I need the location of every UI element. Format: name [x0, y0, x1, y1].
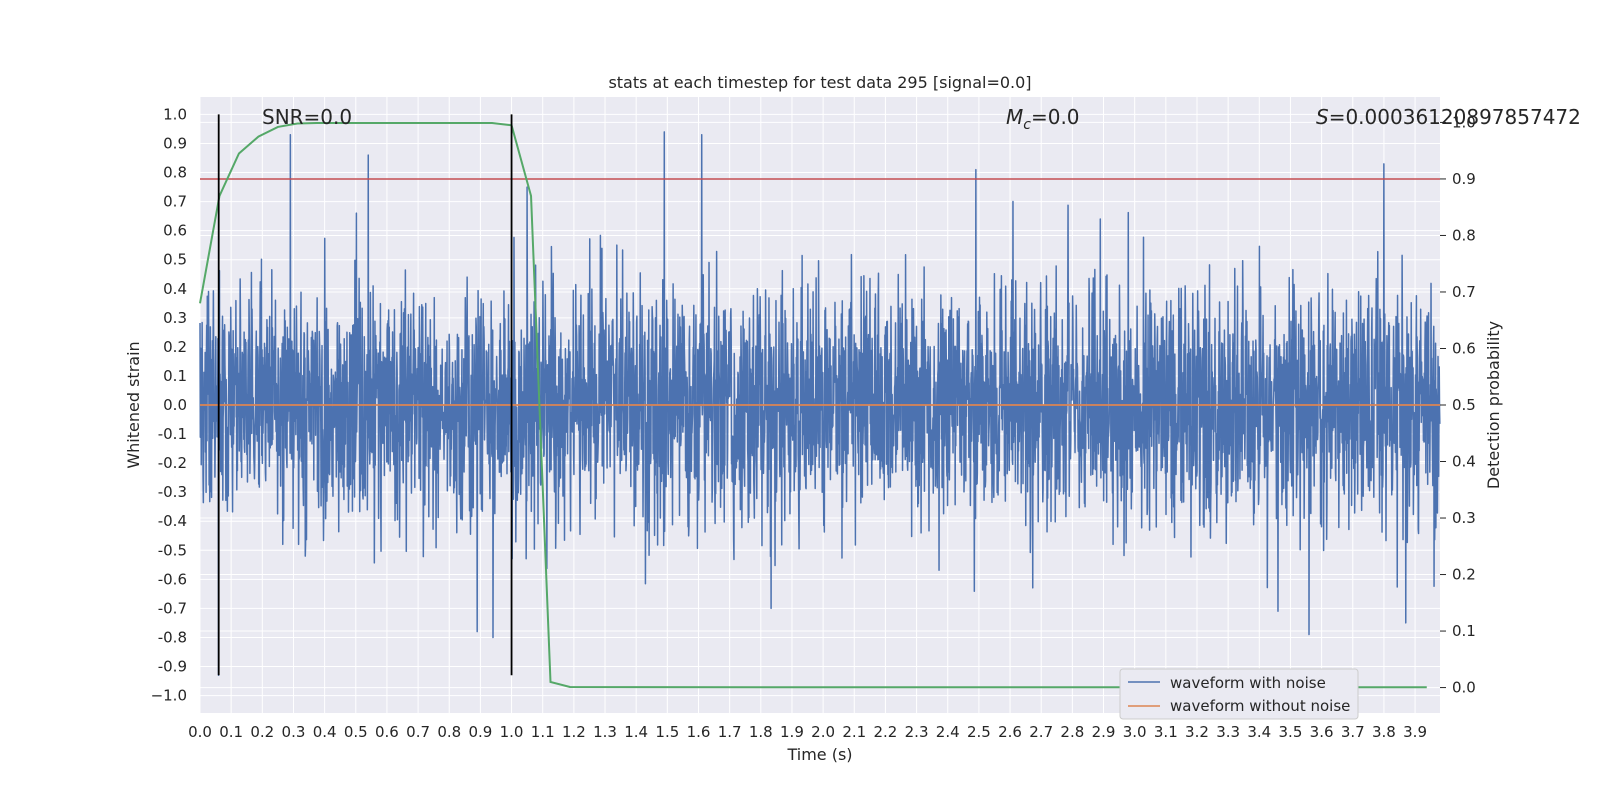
y-right-tick-label: 0.8	[1452, 226, 1476, 244]
legend: waveform with noise waveform without noi…	[1119, 668, 1359, 720]
legend-box	[1119, 668, 1359, 720]
y-right-tick-label: 0.5	[1452, 396, 1476, 414]
y-left-tick-label: 0.1	[163, 367, 187, 385]
x-tick-label: 1.6	[687, 723, 711, 741]
y-left-tick-label: 0.4	[163, 280, 187, 298]
y-left-tick-label: 0.8	[163, 164, 187, 182]
y-left-tick-label: -0.6	[158, 570, 187, 588]
x-tick-label: 2.8	[1060, 723, 1084, 741]
x-tick-label: 0.4	[313, 723, 337, 741]
x-tick-label: 3.2	[1185, 723, 1209, 741]
probability-line	[199, 122, 1427, 689]
score-symbol: S	[1316, 105, 1329, 129]
chirp-mass-subscript: c	[1023, 117, 1031, 133]
x-tick-label: 3.8	[1372, 723, 1396, 741]
x-tick-label: 0.7	[406, 723, 430, 741]
series-waveform-with-noise	[199, 131, 1441, 676]
y-axis-left-ticks: 1.0 0.9 0.8 0.7 0.6 0.5 0.4 0.3 0.2 0.1 0.0 -0.1 -0.…	[151, 105, 187, 704]
y-right-tick-label: 1.0	[1452, 113, 1476, 131]
x-tick-label: 0.9	[468, 723, 492, 741]
legend-label-noise: waveform with noise	[1170, 674, 1326, 692]
y-left-tick-label: -0.8	[158, 628, 187, 646]
x-tick-label: 2.3	[905, 723, 929, 741]
chirp-mass-symbol: M	[1006, 105, 1023, 129]
series-detection-probability	[199, 122, 1427, 689]
snr-annotation: SNR=0.0	[262, 105, 352, 129]
noise-line	[199, 131, 1441, 676]
legend-label-clean: waveform without noise	[1170, 697, 1350, 715]
y-left-tick-label: -0.2	[158, 454, 187, 472]
y-right-tick-label: 0.1	[1452, 622, 1476, 640]
y-right-tick-label: 0.7	[1452, 283, 1476, 301]
y-right-tick-label: 0.0	[1452, 679, 1476, 697]
x-tick-label: 3.4	[1247, 723, 1271, 741]
y-axis-right-label: Detection probability	[1484, 321, 1503, 489]
x-tick-label: 0.3	[282, 723, 306, 741]
y-left-tick-label: -0.5	[158, 541, 187, 559]
y-left-tick-label: -0.7	[158, 599, 187, 617]
snr-score-annotation: S=0.00036120897857472	[1316, 105, 1581, 129]
x-tick-label: 0.1	[219, 723, 243, 741]
y-right-tick-label: 0.9	[1452, 170, 1476, 188]
x-tick-label: 3.0	[1123, 723, 1147, 741]
x-tick-label: 2.2	[873, 723, 897, 741]
y-right-tick-label: 0.3	[1452, 509, 1476, 527]
x-tick-label: 2.4	[936, 723, 960, 741]
y-left-tick-label: -0.1	[158, 425, 187, 443]
x-tick-label: 1.9	[780, 723, 804, 741]
x-tick-label: 1.1	[531, 723, 555, 741]
x-tick-label: 2.7	[1029, 723, 1053, 741]
x-tick-label: 3.5	[1279, 723, 1303, 741]
x-tick-label: 1.0	[500, 723, 524, 741]
x-tick-label: 0.0	[188, 723, 212, 741]
y-left-tick-label: 0.0	[163, 396, 187, 414]
chirp-mass-annotation: Mc=0.0	[1006, 105, 1080, 133]
x-tick-label: 3.1	[1154, 723, 1178, 741]
y-left-tick-label: 0.5	[163, 251, 187, 269]
y-left-tick-label: 1.0	[163, 105, 187, 123]
y-left-tick-label: 0.9	[163, 134, 187, 152]
x-tick-label: 0.2	[250, 723, 274, 741]
x-tick-label: 2.5	[967, 723, 991, 741]
y-left-tick-label: 0.2	[163, 338, 187, 356]
x-axis-label: Time (s)	[786, 745, 852, 764]
y-left-tick-label: -0.9	[158, 658, 187, 676]
x-tick-label: 0.6	[375, 723, 399, 741]
x-tick-label: 1.8	[749, 723, 773, 741]
x-tick-label: 0.5	[344, 723, 368, 741]
x-tick-label: 3.6	[1310, 723, 1334, 741]
y-right-tick-label: 0.2	[1452, 566, 1476, 584]
x-tick-label: 2.0	[811, 723, 835, 741]
marker-lines	[217, 114, 513, 676]
y-left-tick-label: -0.4	[158, 512, 187, 530]
x-tick-label: 3.9	[1403, 723, 1427, 741]
x-tick-label: 3.7	[1341, 723, 1365, 741]
y-left-tick-label: -0.3	[158, 483, 187, 501]
y-axis-right-ticks: 1.0 0.9 0.8 0.7 0.6 0.5 0.4 0.3 0.2 0.1 0.0	[1440, 113, 1476, 697]
x-tick-label: 0.8	[437, 723, 461, 741]
y-left-tick-label: 0.3	[163, 309, 187, 327]
x-tick-label: 1.5	[655, 723, 679, 741]
x-tick-label: 1.7	[718, 723, 742, 741]
y-left-tick-label: 0.7	[163, 193, 187, 211]
chart-title: stats at each timestep for test data 295…	[608, 73, 1031, 92]
y-left-tick-label: 0.6	[163, 222, 187, 240]
x-tick-label: 3.3	[1216, 723, 1240, 741]
y-axis-left-label: Whitened strain	[124, 341, 143, 468]
x-tick-label: 1.4	[624, 723, 648, 741]
x-axis-ticks: 0.0 0.1 0.2 0.3 0.4 0.5 0.6 0.7 0.8 0.9 1.0 1.1 1.2 1…	[188, 723, 1427, 741]
y-left-tick-label: −1.0	[151, 687, 187, 705]
chirp-mass-value: =0.0	[1031, 105, 1080, 129]
score-value: =0.00036120897857472	[1329, 105, 1581, 129]
x-tick-label: 2.1	[842, 723, 866, 741]
y-right-tick-label: 0.6	[1452, 339, 1476, 357]
x-tick-label: 2.9	[1092, 723, 1116, 741]
x-tick-label: 1.3	[593, 723, 617, 741]
x-tick-label: 2.6	[998, 723, 1022, 741]
x-tick-label: 1.2	[562, 723, 586, 741]
y-right-tick-label: 0.4	[1452, 453, 1476, 471]
